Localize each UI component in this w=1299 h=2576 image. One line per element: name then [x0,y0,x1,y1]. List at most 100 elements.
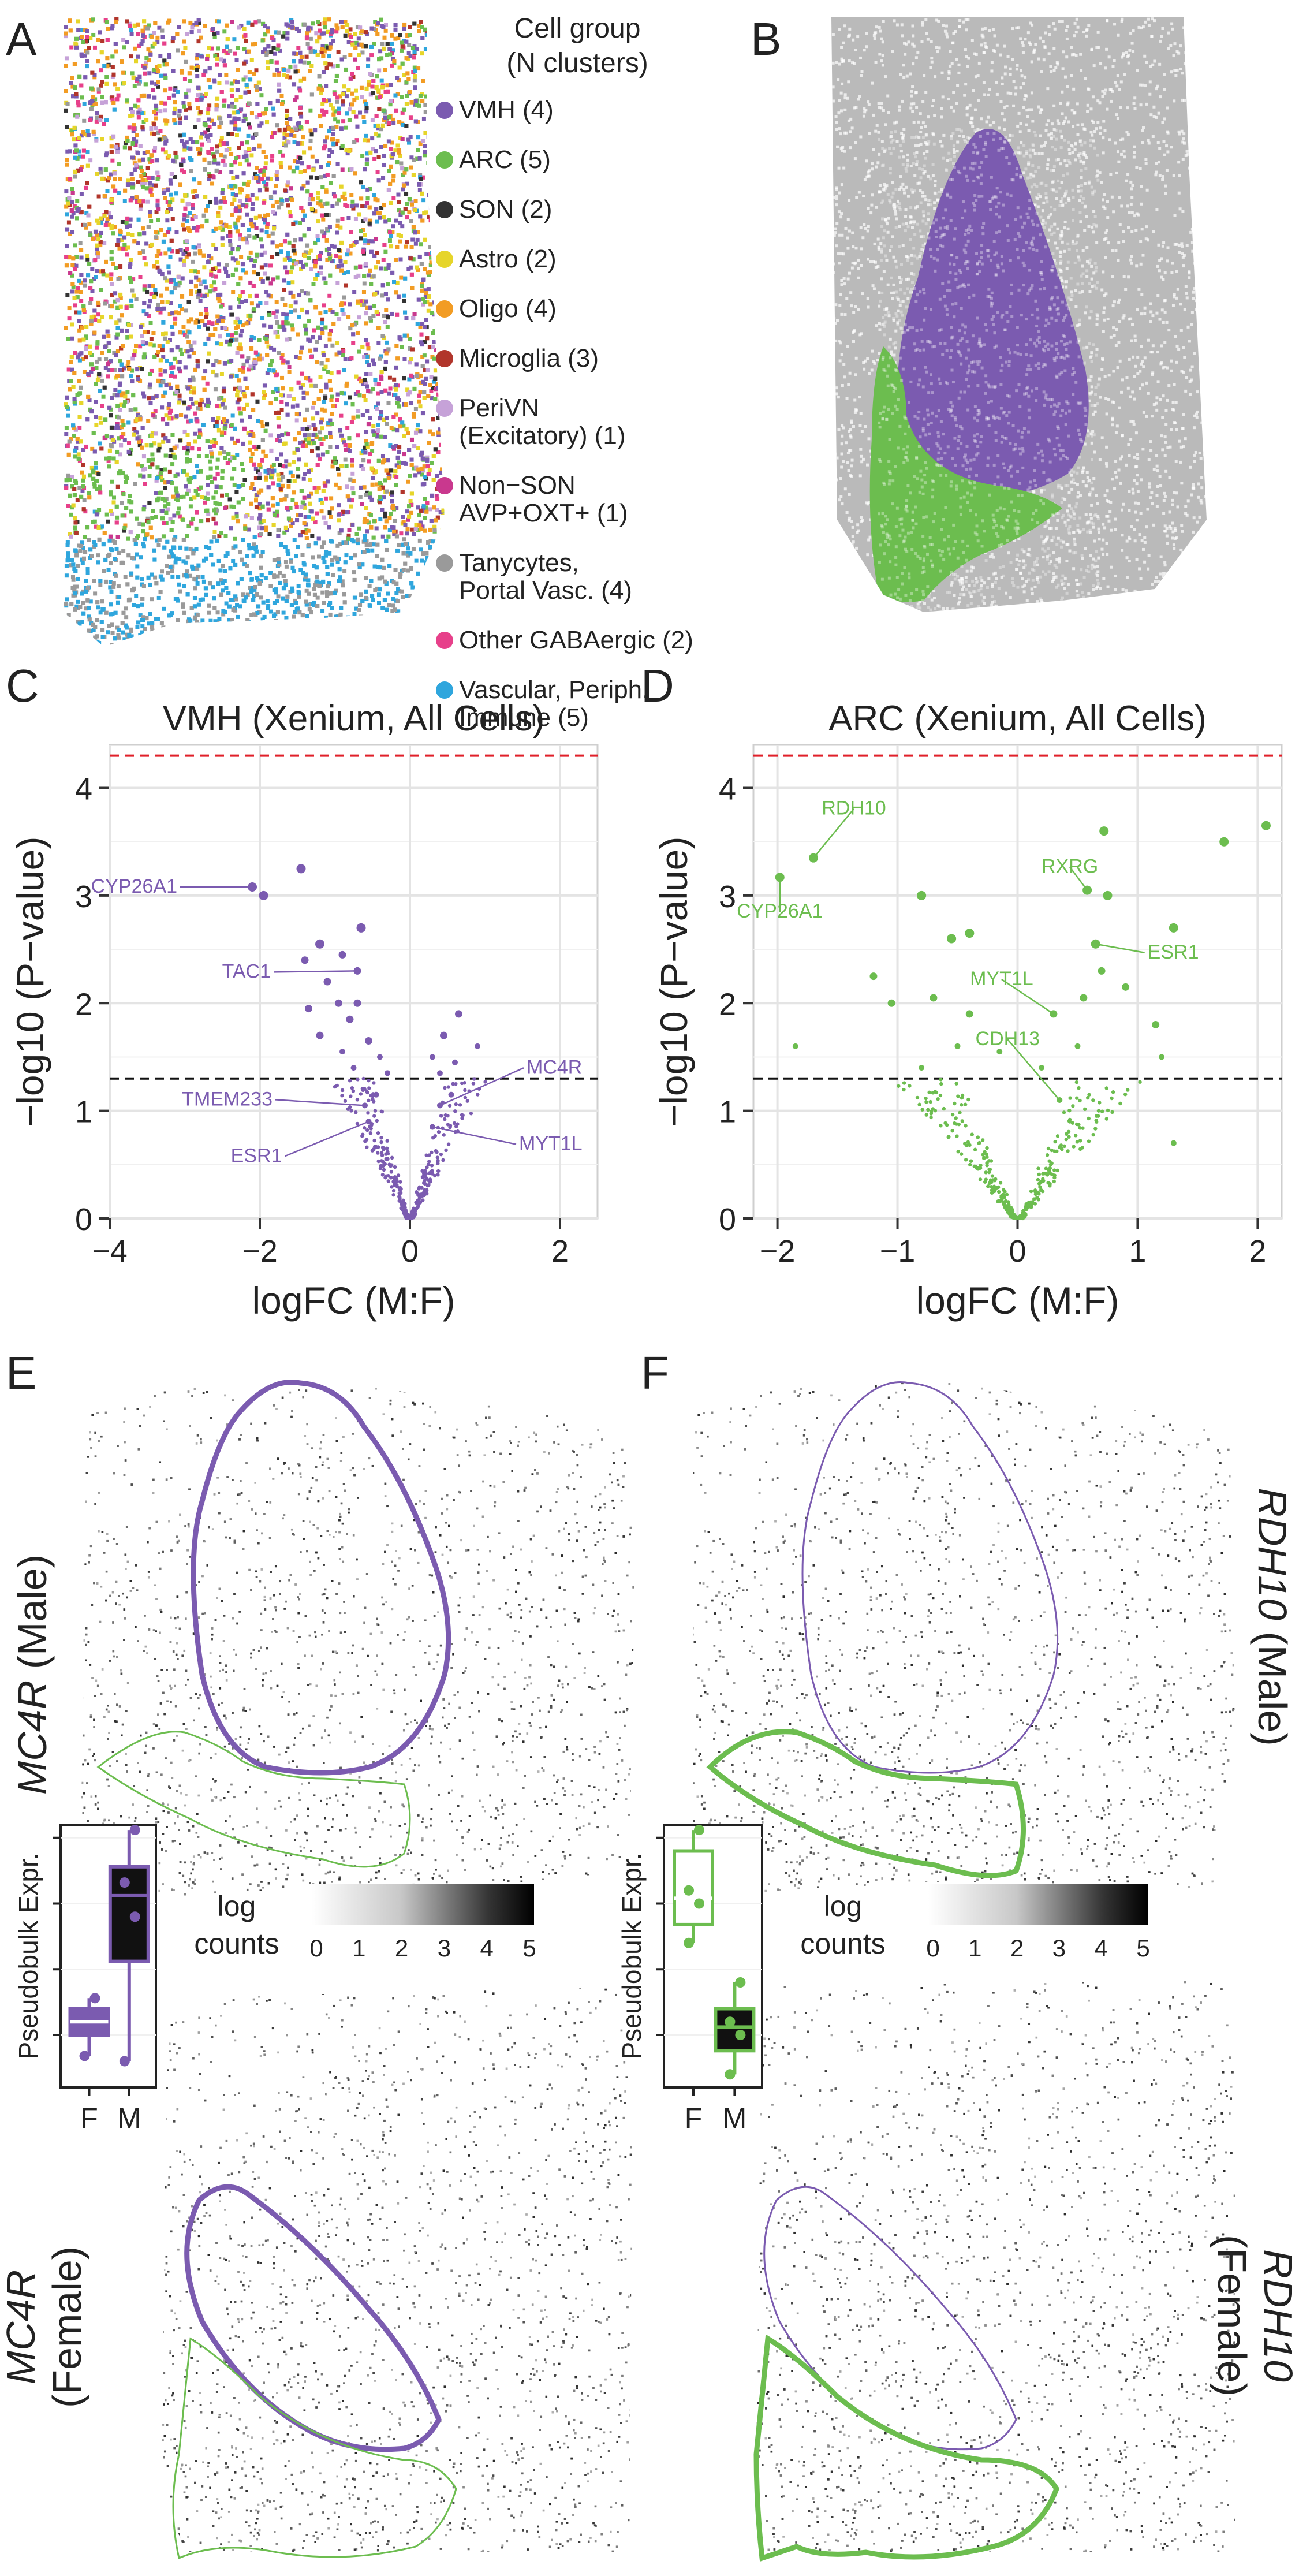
data-point-small [346,1107,350,1111]
data-point-small [351,1089,356,1093]
data-point-small [960,1103,964,1107]
data-point-small [403,1205,407,1210]
data-point-small [367,1098,371,1102]
panel-d-volcano-plot: ARC (Xenium, All Cells) 0 1 2 3 4 −2 −1 0 1 2 logFC… [652,699,1283,1322]
data-point-small [1066,1129,1071,1134]
data-point [353,999,361,1007]
data-point-small [1016,1216,1020,1220]
data-point-small [379,1164,383,1168]
data-point-small [439,1114,443,1118]
data-point-small [349,1094,353,1098]
data-point-small [417,1202,421,1206]
legend-swatch [436,400,453,417]
y-tick-label: 3 [719,879,736,914]
data-point-small [1053,1139,1057,1144]
data-point-small [939,1082,943,1086]
data-point [954,1043,961,1049]
label-leader [1095,943,1145,954]
legend-swatch [436,554,453,572]
data-point [1074,1043,1081,1049]
data-point-small [423,1169,427,1173]
data-point [385,1070,390,1076]
data-point-small [384,1152,388,1156]
data-point-small [1078,1139,1082,1143]
x-tick-label: −1 [880,1234,916,1269]
data-point [917,890,927,900]
f-female-sex: (Female) [1210,2235,1255,2396]
data-point-small [929,1109,934,1114]
data-point-small [376,1151,380,1155]
data-point [1039,1065,1045,1071]
data-point [440,1031,447,1039]
data-point-small [1037,1192,1041,1196]
e-female-gene: MC4R [0,2270,43,2384]
data-point-small [1024,1207,1028,1212]
x-tick-label: 2 [551,1234,569,1269]
data-point-small [389,1164,393,1168]
data-point-small [1077,1123,1081,1127]
data-point-small [404,1210,408,1214]
panel-letter-f: F [641,1347,669,1399]
outline-e-female-arc [172,2337,457,2560]
outline-e-male-arc [96,1731,411,1868]
box-point [735,1977,746,1988]
panel-a-spatial-map [64,17,445,647]
data-point-small [998,1181,1003,1185]
data-point-small [421,1191,426,1195]
data-point-small [1047,1159,1051,1163]
box-F [673,1825,714,1948]
data-point-small [453,1109,457,1113]
data-point-small [996,1190,1001,1194]
data-point-small [970,1132,974,1136]
data-point-small [1074,1080,1079,1084]
legend-title-line1: Cell group [514,13,641,44]
data-point-small [398,1180,402,1184]
data-point-small [1086,1095,1090,1100]
data-point-small [434,1149,438,1153]
f-male-label: RDH10 (Male) [1250,1488,1295,1746]
box-point [694,1898,704,1909]
data-point-small [1111,1090,1115,1094]
data-point-small [393,1165,397,1169]
data-point-small [443,1117,447,1121]
data-point-small [379,1140,383,1145]
data-point-small [427,1160,431,1164]
data-point-small [461,1113,465,1117]
data-point-small [417,1198,421,1202]
data-point-small [956,1150,960,1154]
data-point-small [391,1192,395,1197]
data-point-small [1052,1175,1057,1180]
x-tick-label: 2 [1249,1234,1266,1269]
data-point-small [1075,1096,1079,1100]
legend-item: ARC (5) [436,146,551,174]
legend-label: Other GABAergic (2) [459,626,693,654]
data-point-small [366,1111,370,1115]
data-point-small [1072,1145,1076,1149]
data-point-small [976,1135,980,1139]
data-point-small [973,1147,977,1151]
box-M [108,1825,150,2067]
box-point [119,1877,130,1888]
data-point-small [405,1216,410,1220]
gene-label: RDH10 [822,797,886,819]
data-point-small [389,1170,394,1174]
data-point-small [372,1081,376,1085]
data-point [869,972,878,981]
e-female-sex: (Female) [44,2246,89,2408]
data-point-small [391,1188,396,1193]
colorbar-f-label-1: log [824,1890,863,1922]
data-point-small [425,1191,429,1196]
data-point-small [1055,1134,1060,1138]
data-point-small [390,1185,394,1189]
legend-label: SON (2) [459,195,552,223]
data-point-small [430,1150,434,1155]
data-point [305,1005,312,1013]
data-point-small [1123,1093,1128,1097]
data-point-small [978,1177,983,1181]
data-point-small [1003,1199,1008,1203]
box-point [684,1885,694,1896]
outline-e-female-vmh [184,2184,442,2452]
data-point-small [1005,1192,1009,1196]
data-point-small [355,1098,360,1102]
